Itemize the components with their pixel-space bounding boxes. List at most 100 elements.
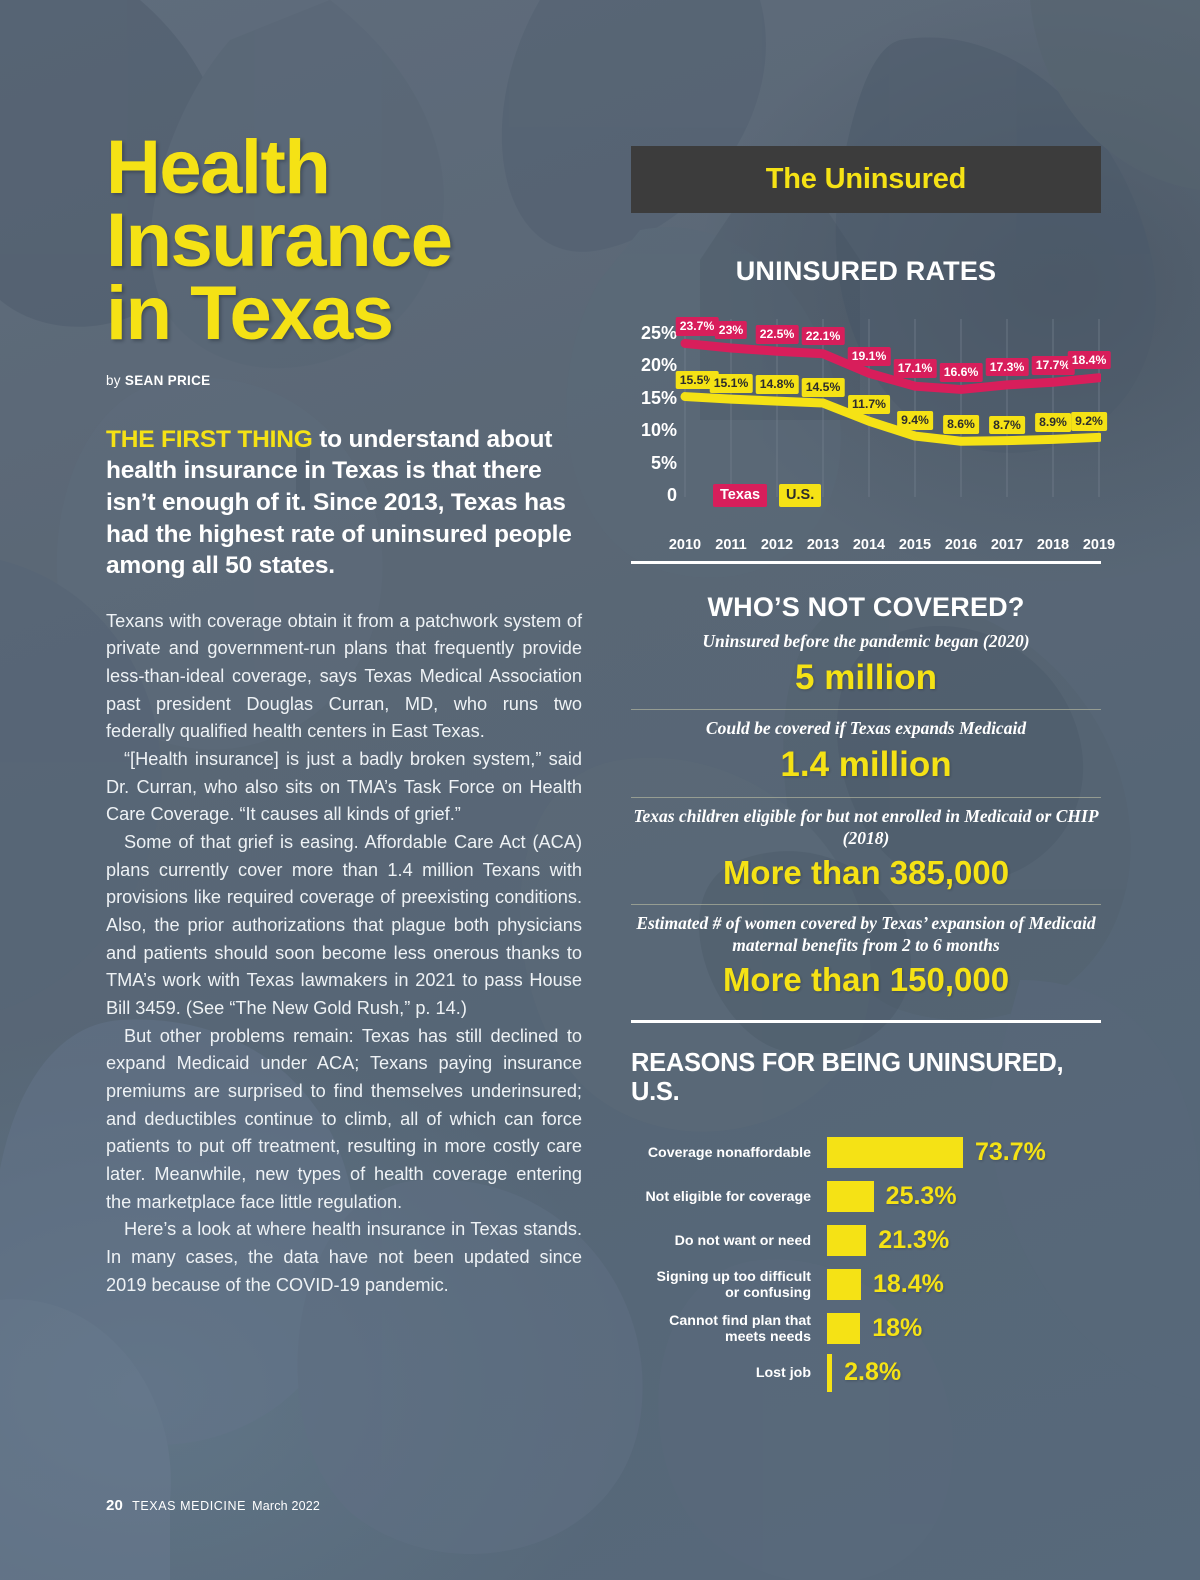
folio-issue-date: March 2022 bbox=[252, 1499, 321, 1513]
folio: 20 TEXAS MEDICINE March 2022 bbox=[106, 1497, 320, 1514]
lede-kicker: THE FIRST THING bbox=[106, 425, 313, 453]
data-point-label: 9.4% bbox=[897, 411, 933, 430]
body-copy: Texans with coverage obtain it from a pa… bbox=[106, 608, 582, 1299]
byline-author: SEAN PRICE bbox=[124, 372, 211, 388]
bar-value-label: 18.4% bbox=[872, 1270, 944, 1299]
bar-value-label: 18% bbox=[872, 1314, 923, 1343]
chart-legend: Texas U.S. bbox=[713, 484, 822, 507]
data-point-label: 23% bbox=[714, 320, 748, 340]
byline-prefix: by bbox=[106, 372, 125, 388]
bar-row: Lost job 2.8% bbox=[631, 1351, 1101, 1395]
bar-row: Coverage nonaffordable 73.7% bbox=[631, 1131, 1101, 1175]
stat-caption: Could be covered if Texas expands Medica… bbox=[705, 718, 1027, 739]
x-axis-tick: 2018 bbox=[1036, 537, 1070, 553]
data-point-label: 17.1% bbox=[893, 359, 937, 378]
headline-line-2: Insurance bbox=[106, 197, 453, 283]
x-axis-tick: 2016 bbox=[944, 537, 978, 553]
x-axis-tick: 2015 bbox=[898, 537, 932, 553]
folio-page-number: 20 bbox=[106, 1497, 124, 1514]
panel-header-title: The Uninsured bbox=[765, 163, 967, 195]
stat-block: Could be covered if Texas expands Medica… bbox=[631, 710, 1101, 783]
bar-value-label: 2.8% bbox=[844, 1358, 902, 1387]
x-axis-tick: 2017 bbox=[990, 537, 1024, 553]
us-line-series bbox=[680, 392, 1101, 446]
data-point-label: 18.4% bbox=[1067, 350, 1111, 370]
bar-value-label: 25.3% bbox=[885, 1182, 957, 1211]
body-paragraph: Texans with coverage obtain it from a pa… bbox=[106, 610, 582, 742]
article-column: Health Insurance in Texas by SEAN PRICE … bbox=[106, 125, 582, 1299]
x-axis-tick: 2014 bbox=[852, 537, 886, 553]
data-point-label: 19.1% bbox=[847, 347, 891, 366]
y-axis-tick: 15% bbox=[640, 387, 677, 408]
reasons-uninsured-chart: REASONS FOR BEING UNINSURED, U.S. Covera… bbox=[631, 1049, 1101, 1395]
y-axis-tick: 5% bbox=[650, 452, 677, 473]
data-point-label: 16.6% bbox=[939, 363, 983, 382]
stat-block: Texas children eligible for but not enro… bbox=[631, 798, 1101, 891]
headline-line-3: in Texas bbox=[106, 270, 394, 356]
x-axis-tick: 2013 bbox=[806, 537, 840, 553]
stat-figure: More than 150,000 bbox=[722, 961, 1010, 999]
x-axis-tick: 2019 bbox=[1082, 537, 1116, 553]
data-point-label: 14.8% bbox=[755, 375, 799, 394]
data-point-label: 15.1% bbox=[709, 374, 753, 393]
bar-row: Cannot find plan that meets needs 18% bbox=[631, 1307, 1101, 1351]
bar-category-label: Do not want or need bbox=[674, 1232, 811, 1249]
reasons-bar-list: Coverage nonaffordable 73.7% Not eligible … bbox=[631, 1131, 1101, 1395]
uninsured-rates-title: UNINSURED RATES bbox=[735, 256, 997, 286]
y-axis-tick: 25% bbox=[640, 323, 677, 343]
bar-value-label: 73.7% bbox=[975, 1138, 1046, 1167]
data-point-label: 14.5% bbox=[801, 378, 845, 397]
lede-paragraph: THE FIRST THING to understand about heal… bbox=[106, 424, 582, 582]
stat-block: Uninsured before the pandemic began (202… bbox=[631, 623, 1101, 696]
bar-fill bbox=[827, 1313, 861, 1345]
data-point-label: 9.2% bbox=[1071, 412, 1107, 431]
stat-figure: 1.4 million bbox=[780, 745, 952, 785]
data-point-label: 15.5% bbox=[675, 370, 719, 390]
bar-category-label: Cannot find plan that meets needs bbox=[669, 1312, 811, 1345]
divider-rule bbox=[631, 561, 1101, 564]
bar-fill bbox=[827, 1269, 861, 1301]
bar-fill bbox=[827, 1353, 833, 1392]
bar-fill bbox=[827, 1137, 963, 1169]
folio-magazine-name: TEXAS MEDICINE bbox=[132, 1499, 247, 1513]
stat-caption: Texas children eligible for but not enro… bbox=[633, 805, 1099, 848]
x-axis-tick: 2011 bbox=[715, 537, 747, 553]
whos-not-covered-title: WHO’S NOT COVERED? bbox=[707, 592, 1025, 622]
lede-rest: to understand about health insurance in … bbox=[106, 425, 572, 580]
data-point-label: 23.7% bbox=[675, 317, 719, 336]
bar-row: Not eligible for coverage 25.3% bbox=[631, 1175, 1101, 1219]
bar-value-label: 21.3% bbox=[878, 1226, 950, 1255]
page-title: Health Insurance in Texas bbox=[106, 125, 582, 356]
headline-line-1: Health bbox=[106, 125, 331, 210]
data-point-label: 22.5% bbox=[755, 325, 799, 344]
body-paragraph: But other problems remain: Texas has sti… bbox=[106, 1025, 582, 1212]
bar-category-label: Signing up too difficult or confusing bbox=[656, 1268, 811, 1301]
x-axis-tick: 2010 bbox=[668, 537, 702, 553]
byline: by SEAN PRICE bbox=[106, 373, 582, 388]
stat-figure: More than 385,000 bbox=[722, 854, 1010, 892]
body-paragraph: Some of that grief is easing. Affordable… bbox=[106, 832, 582, 1019]
divider-rule bbox=[631, 1019, 1101, 1023]
bar-category-label: Not eligible for coverage bbox=[645, 1188, 811, 1205]
stat-figure: 5 million bbox=[795, 657, 937, 697]
background-figure-silhouettes bbox=[296, 200, 1084, 1055]
legend-chip-us: U.S. bbox=[779, 484, 822, 507]
uninsured-rates-chart: UNINSURED RATES Texas U.S. 0 5% 10% 15% 20% 2… bbox=[631, 256, 1115, 561]
bar-fill bbox=[827, 1181, 874, 1213]
stat-divider bbox=[631, 709, 1101, 711]
bar-row: Do not want or need 21.3% bbox=[631, 1219, 1101, 1263]
bar-category-label: Coverage nonaffordable bbox=[647, 1144, 811, 1161]
stat-divider bbox=[631, 903, 1101, 905]
stat-caption: Uninsured before the pandemic began (202… bbox=[702, 631, 1030, 651]
bar-category-label: Lost job bbox=[755, 1364, 811, 1381]
data-point-label: 8.7% bbox=[989, 415, 1025, 435]
y-axis-tick: 20% bbox=[640, 355, 677, 376]
reasons-uninsured-title: REASONS FOR BEING UNINSURED, U.S. bbox=[631, 1048, 1064, 1106]
body-paragraph: “[Health insurance] is just a badly brok… bbox=[106, 749, 582, 825]
panel-header: The Uninsured bbox=[631, 146, 1101, 213]
bar-row: Signing up too difficult or confusing 18.4… bbox=[631, 1263, 1101, 1307]
body-paragraph: Here’s a look at where health insurance … bbox=[106, 1219, 582, 1295]
data-point-label: 8.6% bbox=[943, 415, 979, 434]
